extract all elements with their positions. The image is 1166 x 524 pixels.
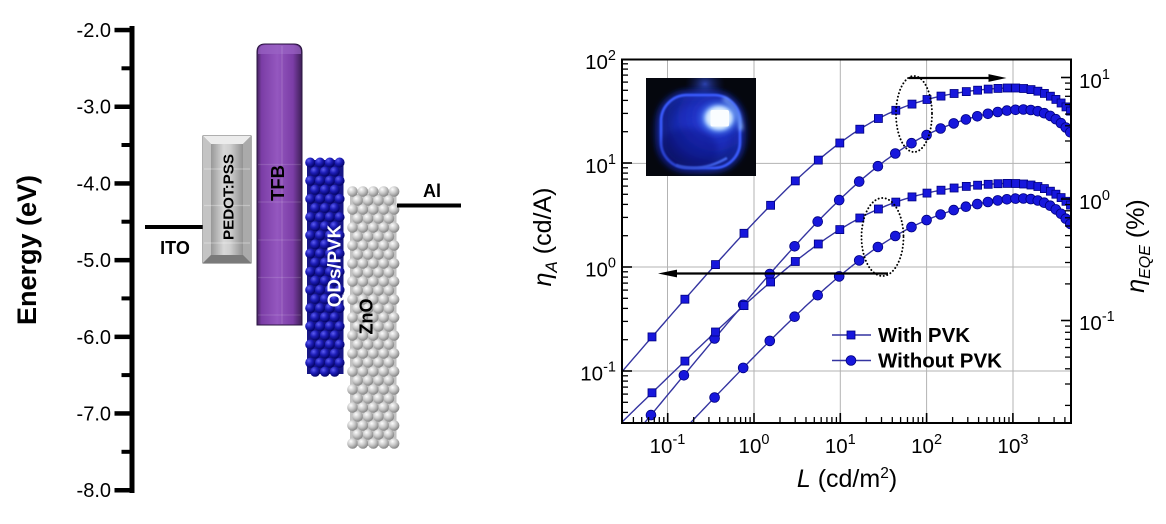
- svg-text:10-1: 10-1: [580, 360, 616, 386]
- svg-text:With PVK: With PVK: [878, 324, 970, 347]
- svg-text:TFB: TFB: [267, 165, 288, 201]
- svg-text:-3.0: -3.0: [77, 97, 111, 119]
- svg-text:ZnO: ZnO: [357, 299, 377, 335]
- svg-text:ηA (cd/A): ηA (cd/A): [529, 188, 561, 287]
- svg-text:-5.0: -5.0: [77, 250, 111, 272]
- svg-text:PEDOT:PSS: PEDOT:PSS: [221, 154, 238, 240]
- svg-text:-2.0: -2.0: [77, 20, 111, 42]
- svg-text:Energy (eV): Energy (eV): [12, 175, 42, 325]
- svg-text:ITO: ITO: [160, 238, 190, 258]
- svg-text:-4.0: -4.0: [77, 173, 111, 195]
- svg-text:-6.0: -6.0: [77, 327, 111, 349]
- svg-text:-8.0: -8.0: [77, 480, 111, 502]
- svg-text:L (cd/m2): L (cd/m2): [797, 465, 897, 493]
- svg-text:-7.0: -7.0: [77, 404, 111, 426]
- svg-text:QDs/PVK: QDs/PVK: [324, 224, 345, 307]
- svg-text:ηEQE (%): ηEQE (%): [1122, 199, 1154, 293]
- svg-text:Without PVK: Without PVK: [878, 350, 1002, 373]
- svg-text:Al: Al: [423, 181, 441, 201]
